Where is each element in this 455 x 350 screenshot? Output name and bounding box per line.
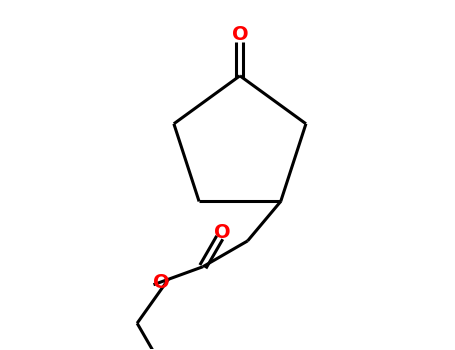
Text: O: O [152,273,169,292]
Text: O: O [232,25,248,44]
Text: O: O [214,223,231,242]
